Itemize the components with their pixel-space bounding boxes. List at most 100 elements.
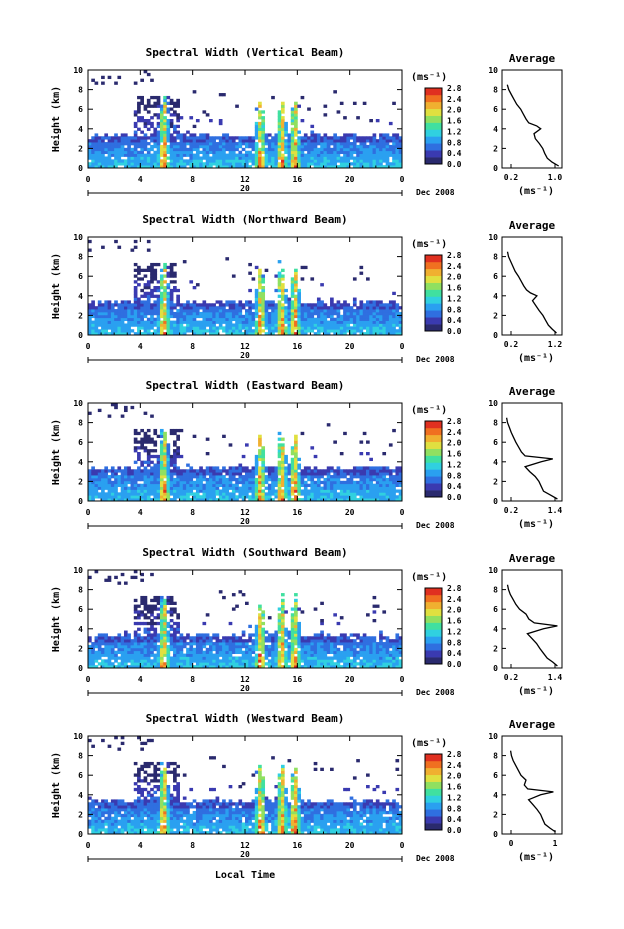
heatmap-cell bbox=[169, 323, 174, 327]
heatmap-cell bbox=[228, 659, 233, 663]
heatmap-cell bbox=[290, 277, 295, 281]
heatmap-cell bbox=[159, 277, 164, 281]
heatmap-cell bbox=[274, 317, 279, 321]
heatmap-cell bbox=[284, 469, 288, 473]
heatmap-cell bbox=[107, 142, 112, 146]
heatmap-cell bbox=[280, 314, 285, 319]
heatmap-cell bbox=[91, 644, 95, 649]
heatmap-cell bbox=[137, 156, 141, 160]
heatmap-cell bbox=[303, 489, 308, 493]
colorbar-tick-label: 2.4 bbox=[447, 95, 462, 104]
heatmap-cell bbox=[101, 639, 105, 643]
heatmap-cell bbox=[146, 110, 151, 114]
heatmap-cell bbox=[326, 332, 331, 336]
heatmap-cell bbox=[150, 288, 154, 293]
heatmap-cell bbox=[290, 291, 295, 296]
heatmap-cell bbox=[248, 656, 252, 660]
heatmap-cell bbox=[241, 662, 246, 666]
heatmap-cell bbox=[271, 662, 275, 666]
heatmap-cell bbox=[379, 139, 383, 143]
heatmap-cell bbox=[241, 469, 246, 473]
heatmap-cell bbox=[222, 165, 226, 169]
heatmap-cell bbox=[189, 133, 194, 137]
heatmap-cell bbox=[143, 604, 148, 608]
heatmap-cell bbox=[238, 139, 243, 143]
heatmap-cell bbox=[323, 326, 328, 330]
heatmap-cell bbox=[333, 332, 337, 336]
heatmap-cell bbox=[343, 489, 347, 493]
heatmap-cell bbox=[248, 650, 252, 654]
heatmap-cell bbox=[294, 498, 298, 502]
heatmap-cell bbox=[182, 139, 187, 143]
heatmap-cell bbox=[375, 475, 380, 479]
heatmap-cell bbox=[225, 303, 230, 307]
heatmap-cell bbox=[294, 601, 298, 605]
heatmap-cell bbox=[385, 329, 390, 333]
heatmap-cell bbox=[205, 437, 210, 441]
heatmap-cell bbox=[258, 162, 262, 166]
heatmap-cell bbox=[199, 486, 203, 490]
heatmap-cell bbox=[323, 498, 328, 502]
heatmap-cell bbox=[284, 489, 288, 493]
heatmap-cell bbox=[248, 165, 252, 169]
heatmap-cell bbox=[150, 619, 154, 623]
heatmap-cell bbox=[153, 144, 158, 149]
heatmap-cell bbox=[372, 311, 377, 316]
heatmap-cell bbox=[294, 621, 298, 626]
heatmap-cell bbox=[222, 480, 226, 485]
heatmap-cell bbox=[251, 647, 256, 652]
heatmap-cell bbox=[156, 460, 161, 464]
heatmap-cell bbox=[372, 144, 377, 149]
heatmap-cell bbox=[392, 326, 396, 330]
heatmap-cell bbox=[195, 283, 200, 287]
heatmap-cell bbox=[150, 607, 154, 611]
heatmap-cell bbox=[176, 332, 180, 336]
heatmap-cell bbox=[166, 107, 171, 111]
heatmap-cell bbox=[336, 466, 341, 470]
heatmap-cell bbox=[258, 113, 262, 117]
heatmap-cell bbox=[320, 472, 324, 476]
heatmap-cell bbox=[130, 469, 135, 473]
heatmap-cell bbox=[212, 659, 216, 663]
heatmap-cell bbox=[385, 133, 390, 137]
heatmap-cell bbox=[310, 130, 315, 134]
heatmap-cell bbox=[169, 294, 174, 298]
heatmap-cell bbox=[238, 650, 243, 654]
heatmap-cell bbox=[166, 329, 171, 333]
heatmap-cell bbox=[248, 326, 252, 330]
heatmap-cell bbox=[359, 469, 364, 473]
x-tick-label: 12 bbox=[240, 342, 250, 351]
heatmap-cell bbox=[209, 647, 213, 652]
heatmap-cell bbox=[294, 662, 298, 666]
heatmap-cell bbox=[297, 323, 301, 327]
heatmap-cell bbox=[156, 317, 161, 321]
heatmap-cell bbox=[146, 101, 151, 105]
heatmap-cell bbox=[375, 300, 380, 304]
heatmap-cell bbox=[245, 303, 249, 307]
heatmap-cell bbox=[330, 480, 334, 485]
heatmap-cell bbox=[316, 469, 321, 473]
heatmap-cell bbox=[159, 326, 164, 330]
heatmap-cell bbox=[169, 113, 174, 117]
heatmap-cell bbox=[280, 323, 285, 327]
heatmap-cell bbox=[222, 469, 226, 473]
heatmap-cell bbox=[166, 323, 171, 327]
heatmap-cell bbox=[117, 332, 122, 336]
heatmap-cell bbox=[189, 650, 194, 654]
heatmap-cell bbox=[192, 156, 197, 160]
heatmap-cell bbox=[222, 329, 226, 333]
heatmap-cell bbox=[94, 147, 99, 152]
heatmap-cell bbox=[313, 466, 318, 470]
x-tick-label: 20 bbox=[345, 508, 355, 517]
heatmap-cell bbox=[294, 139, 298, 143]
heatmap-cell bbox=[241, 320, 246, 324]
heatmap-cell bbox=[267, 486, 272, 490]
heatmap-cell bbox=[375, 486, 380, 490]
heatmap-cell bbox=[280, 659, 285, 663]
heatmap-cell bbox=[153, 156, 158, 160]
heatmap-cell bbox=[277, 489, 282, 493]
heatmap-cell bbox=[287, 147, 292, 152]
heatmap-cell bbox=[212, 633, 216, 637]
heatmap-cell bbox=[150, 271, 154, 275]
heatmap-cell bbox=[323, 159, 328, 163]
